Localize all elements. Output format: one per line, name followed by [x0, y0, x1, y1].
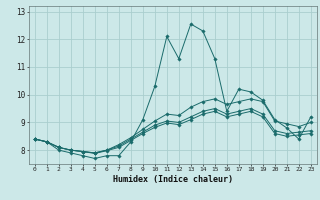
- X-axis label: Humidex (Indice chaleur): Humidex (Indice chaleur): [113, 175, 233, 184]
